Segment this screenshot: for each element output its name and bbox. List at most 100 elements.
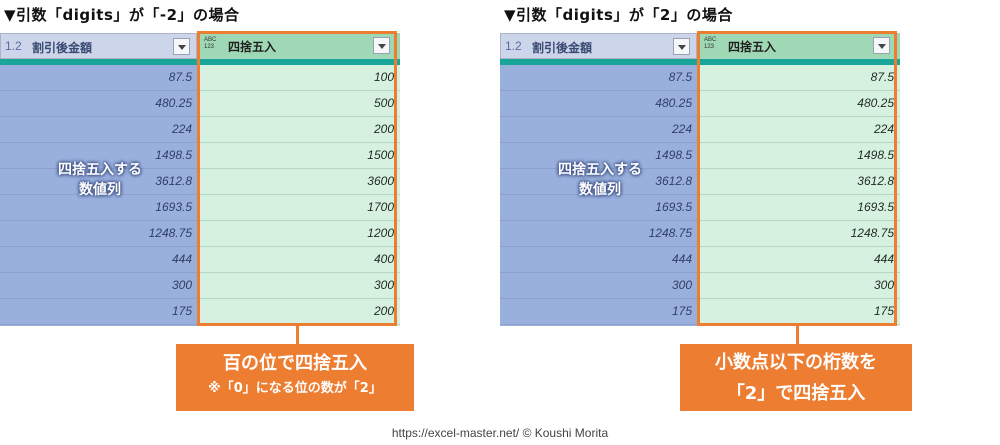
cell-value[interactable]: 1248.75 [148, 226, 192, 240]
cell-value[interactable]: 444 [671, 252, 692, 266]
cell-value[interactable]: 1693.5 [857, 200, 894, 214]
table-row[interactable]: 480.25 [698, 91, 900, 117]
cell-value[interactable]: 444 [171, 252, 192, 266]
cell-value[interactable]: 87.5 [870, 70, 894, 84]
column-header-round[interactable]: ABC 123 四捨五入 [698, 33, 900, 59]
table-row[interactable]: 1498.5 [698, 143, 900, 169]
cell-value[interactable]: 3600 [367, 174, 394, 188]
cell-value[interactable]: 175 [873, 304, 894, 318]
table-row[interactable]: 1248.75 [0, 221, 198, 247]
table-row[interactable]: 1693.5 [698, 195, 900, 221]
decimal-type-icon[interactable]: 1.2 [5, 39, 22, 53]
cell-value[interactable]: 87.5 [668, 70, 692, 84]
callout-box: 小数点以下の桁数を 「2」で四捨五入 [680, 344, 912, 411]
cell-value[interactable]: 224 [171, 122, 192, 136]
table-row[interactable]: 224 [698, 117, 900, 143]
cell-value[interactable]: 1498.5 [655, 148, 692, 162]
annotation-line: 数値列 [579, 182, 621, 198]
cell-value[interactable]: 1498.5 [857, 148, 894, 162]
cell-value[interactable]: 224 [671, 122, 692, 136]
table-row[interactable]: 3612.8 [698, 169, 900, 195]
table-row[interactable]: 1700 [198, 195, 400, 221]
table-row[interactable]: 3612.8 [0, 169, 198, 195]
any-type-icon[interactable]: ABC 123 [204, 37, 217, 50]
table-row[interactable]: 200 [198, 117, 400, 143]
column-header-round[interactable]: ABC 123 四捨五入 [198, 33, 400, 59]
table-row[interactable]: 1498.5 [0, 143, 198, 169]
column-header-discounted-amount[interactable]: 1.2 割引後金額 [0, 33, 197, 59]
table-row[interactable]: 444 [500, 247, 698, 273]
cell-value[interactable]: 200 [373, 304, 394, 318]
table-row[interactable]: 300 [0, 273, 198, 299]
cell-value[interactable]: 1248.75 [850, 226, 894, 240]
cell-value[interactable]: 224 [873, 122, 894, 136]
cell-value[interactable]: 1498.5 [155, 148, 192, 162]
table-row[interactable]: 175 [500, 299, 698, 325]
cell-value[interactable]: 480.25 [155, 96, 192, 110]
table-row[interactable]: 1248.75 [500, 221, 698, 247]
cell-value[interactable]: 175 [671, 304, 692, 318]
cell-value[interactable]: 300 [873, 278, 894, 292]
cell-value[interactable]: 1693.5 [655, 200, 692, 214]
table-row[interactable]: 200 [198, 299, 400, 325]
table-body: 87.5 480.25 224 1498.5 3612.8 1693.5 124… [0, 65, 400, 326]
table-row[interactable]: 480.25 [500, 91, 698, 117]
table-row[interactable]: 300 [198, 273, 400, 299]
cell-value[interactable]: 3612.8 [155, 174, 192, 188]
panel-title: ▼引数「digits」が「-2」の場合 [4, 6, 240, 24]
table-row[interactable]: 444 [698, 247, 900, 273]
table-row[interactable]: 87.5 [500, 65, 698, 91]
column-header-discounted-amount[interactable]: 1.2 割引後金額 [500, 33, 697, 59]
filter-dropdown-icon[interactable] [373, 37, 390, 54]
cell-value[interactable]: 3612.8 [655, 174, 692, 188]
cell-value[interactable]: 1248.75 [648, 226, 692, 240]
table-row[interactable]: 300 [500, 273, 698, 299]
table-row[interactable]: 224 [0, 117, 198, 143]
cell-value[interactable]: 3612.8 [857, 174, 894, 188]
cell-value[interactable]: 100 [373, 70, 394, 84]
table-row[interactable]: 1200 [198, 221, 400, 247]
cell-value[interactable]: 1693.5 [155, 200, 192, 214]
cell-value[interactable]: 500 [373, 96, 394, 110]
table-row[interactable]: 100 [198, 65, 400, 91]
cell-value[interactable]: 1700 [367, 200, 394, 214]
cell-value[interactable]: 480.25 [655, 96, 692, 110]
table-row[interactable]: 1500 [198, 143, 400, 169]
cell-value[interactable]: 87.5 [168, 70, 192, 84]
any-type-icon[interactable]: ABC 123 [704, 37, 717, 50]
table-row[interactable]: 1248.75 [698, 221, 900, 247]
table-row[interactable]: 3612.8 [500, 169, 698, 195]
table-row[interactable]: 87.5 [698, 65, 900, 91]
table-row[interactable]: 300 [698, 273, 900, 299]
cell-value[interactable]: 444 [873, 252, 894, 266]
cell-value[interactable]: 480.25 [857, 96, 894, 110]
cell-value[interactable]: 300 [671, 278, 692, 292]
table-row[interactable]: 87.5 [0, 65, 198, 91]
filter-dropdown-icon[interactable] [173, 38, 190, 55]
decimal-type-icon[interactable]: 1.2 [505, 39, 522, 53]
cell-value[interactable]: 300 [171, 278, 192, 292]
table-row[interactable]: 500 [198, 91, 400, 117]
panel-digits-minus-2: ▼引数「digits」が「-2」の場合 1.2 割引後金額 ABC 123 四捨五… [0, 0, 414, 445]
table-row[interactable]: 444 [0, 247, 198, 273]
cell-value[interactable]: 1200 [367, 226, 394, 240]
cell-value[interactable]: 175 [171, 304, 192, 318]
table-row[interactable]: 400 [198, 247, 400, 273]
cell-value[interactable]: 1500 [367, 148, 394, 162]
table-row[interactable]: 224 [500, 117, 698, 143]
cell-value[interactable]: 300 [373, 278, 394, 292]
filter-dropdown-icon[interactable] [873, 37, 890, 54]
table-row[interactable]: 3600 [198, 169, 400, 195]
table-row[interactable]: 1498.5 [500, 143, 698, 169]
table-row[interactable]: 480.25 [0, 91, 198, 117]
annotation-line: 四捨五入する [58, 162, 142, 178]
table-row[interactable]: 175 [0, 299, 198, 325]
table-row[interactable]: 1693.5 [500, 195, 698, 221]
filter-dropdown-icon[interactable] [673, 38, 690, 55]
annotation-source-column: 四捨五入する 数値列 [540, 160, 660, 200]
cell-value[interactable]: 200 [373, 122, 394, 136]
table-row[interactable]: 1693.5 [0, 195, 198, 221]
cell-value[interactable]: 400 [373, 252, 394, 266]
panel-digits-2: ▼引数「digits」が「2」の場合 1.2 割引後金額 ABC 123 四捨五入… [500, 0, 912, 445]
table-row[interactable]: 175 [698, 299, 900, 325]
